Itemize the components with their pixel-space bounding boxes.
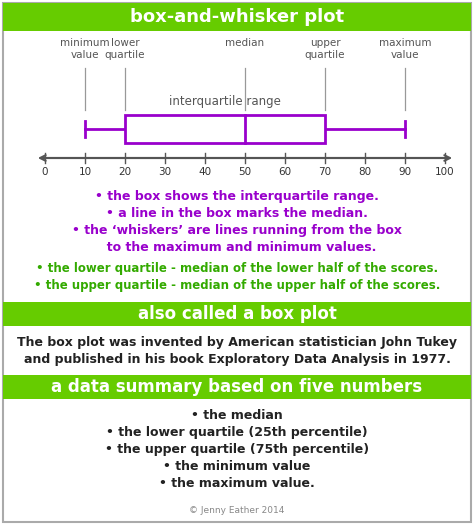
Bar <box>3 302 471 326</box>
Text: to the maximum and minimum values.: to the maximum and minimum values. <box>98 241 376 254</box>
Text: 100: 100 <box>435 167 455 177</box>
Text: 80: 80 <box>358 167 372 177</box>
Text: minimum
value: minimum value <box>60 38 110 60</box>
Text: • the lower quartile - median of the lower half of the scores.: • the lower quartile - median of the low… <box>36 262 438 275</box>
Bar <box>3 3 471 31</box>
Text: and published in his book Exploratory Data Analysis in 1977.: and published in his book Exploratory Da… <box>24 353 450 366</box>
Text: • the upper quartile - median of the upper half of the scores.: • the upper quartile - median of the upp… <box>34 279 440 292</box>
Text: The box plot was invented by American statistician John Tukey: The box plot was invented by American st… <box>17 336 457 349</box>
Text: • the box shows the interquartile range.: • the box shows the interquartile range. <box>95 190 379 203</box>
Text: 40: 40 <box>199 167 211 177</box>
Text: • the lower quartile (25th percentile): • the lower quartile (25th percentile) <box>106 426 368 439</box>
Text: 10: 10 <box>78 167 91 177</box>
Text: • the median: • the median <box>191 409 283 422</box>
Text: upper
quartile: upper quartile <box>305 38 345 60</box>
Text: box-and-whisker plot: box-and-whisker plot <box>130 8 344 26</box>
Text: lower
quartile: lower quartile <box>105 38 145 60</box>
Text: maximum
value: maximum value <box>379 38 431 60</box>
Text: • the minimum value: • the minimum value <box>164 460 310 473</box>
Text: 90: 90 <box>399 167 411 177</box>
Text: 20: 20 <box>118 167 132 177</box>
Text: • the ‘whiskers’ are lines running from the box: • the ‘whiskers’ are lines running from … <box>72 224 402 237</box>
Text: a data summary based on five numbers: a data summary based on five numbers <box>52 378 422 396</box>
Text: 50: 50 <box>238 167 252 177</box>
Text: also called a box plot: also called a box plot <box>137 305 337 323</box>
Bar <box>3 375 471 399</box>
Text: © Jenny Eather 2014: © Jenny Eather 2014 <box>189 506 285 515</box>
Text: • a line in the box marks the median.: • a line in the box marks the median. <box>106 207 368 220</box>
Text: interquartile range: interquartile range <box>169 95 281 108</box>
Text: 30: 30 <box>158 167 172 177</box>
Text: 60: 60 <box>278 167 292 177</box>
Text: median: median <box>226 38 264 48</box>
Text: 70: 70 <box>319 167 331 177</box>
Text: • the upper quartile (75th percentile): • the upper quartile (75th percentile) <box>105 443 369 456</box>
Text: • the maximum value.: • the maximum value. <box>159 477 315 490</box>
Bar <box>125 115 325 143</box>
Text: 0: 0 <box>42 167 48 177</box>
